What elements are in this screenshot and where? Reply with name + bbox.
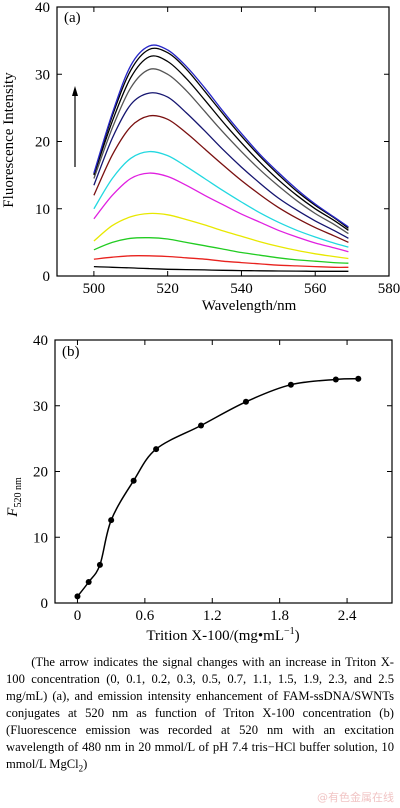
watermark: @有色金属在线 [317,791,394,804]
a-x-tick-label: 560 [304,281,327,297]
b-data-point [74,593,81,600]
b-x-tick-label: 1.2 [203,608,222,624]
a-x-tick-label: 520 [156,281,179,297]
a-series-line-1 [93,255,349,268]
b-data-point [108,517,115,524]
b-data-point [96,561,103,568]
a-series-line-11 [93,44,349,228]
b-x-axis-label: Trition X-100/(mg•mL−1) [146,626,299,644]
a-series-line-0 [93,265,349,272]
b-y-tick-label: 30 [33,399,48,415]
b-data-point [355,375,362,382]
a-x-tick-label: 500 [83,281,106,297]
b-data-point [153,446,160,453]
b-y-tick-label: 20 [33,465,48,481]
a-panel-label: (a) [64,10,81,26]
a-y-tick-label: 10 [35,202,50,218]
b-data-point [198,422,205,429]
a-y-tick-label: 20 [35,135,50,151]
figure-caption: (The arrow indicates the signal changes … [6,655,394,774]
b-data-point [85,578,92,585]
a-y-tick-label: 30 [35,67,50,83]
b-data-point [287,381,294,388]
b-x-tick-label: 1.8 [270,608,289,624]
a-y-axis-label: Fluorescence Intensity [1,72,17,208]
b-y-tick-label: 10 [33,530,48,546]
a-series-line-8 [93,68,349,235]
a-series-line-2 [93,237,349,264]
b-data-point [332,376,339,383]
increase-arrow-head [72,86,78,96]
a-series-line-10 [93,47,349,229]
b-x-tick-label: 2.4 [338,608,357,624]
a-series-line-3 [93,212,349,260]
a-series-line-4 [93,172,349,253]
a-y-tick-label: 0 [43,269,51,285]
b-y-tick-label: 0 [41,596,49,612]
a-series-line-6 [93,114,349,243]
b-x-tick-label: 0 [74,608,82,624]
chart-b: (b) Trition X-100/(mg•mL−1) F520 nm 0 0.6… [5,333,393,644]
b-data-point [242,398,249,405]
a-x-tick-label: 540 [230,281,253,297]
a-series-line-5 [93,150,349,248]
a-y-tick-label: 40 [35,0,50,16]
b-series-line [76,378,359,597]
a-series-line-9 [93,55,349,231]
b-data-point [130,477,137,484]
b-y-tick-label: 40 [33,333,48,349]
b-panel-label: (b) [62,344,80,360]
a-x-axis-label: Wavelength/nm [202,298,297,314]
b-y-axis-label: F520 nm [5,477,24,518]
a-x-tick-label: 580 [378,281,400,297]
a-series-line-7 [93,92,349,239]
chart-a: Fluorescence Intensity Wavelength/nm (a)… [1,0,400,314]
b-x-tick-label: 0.6 [135,608,154,624]
